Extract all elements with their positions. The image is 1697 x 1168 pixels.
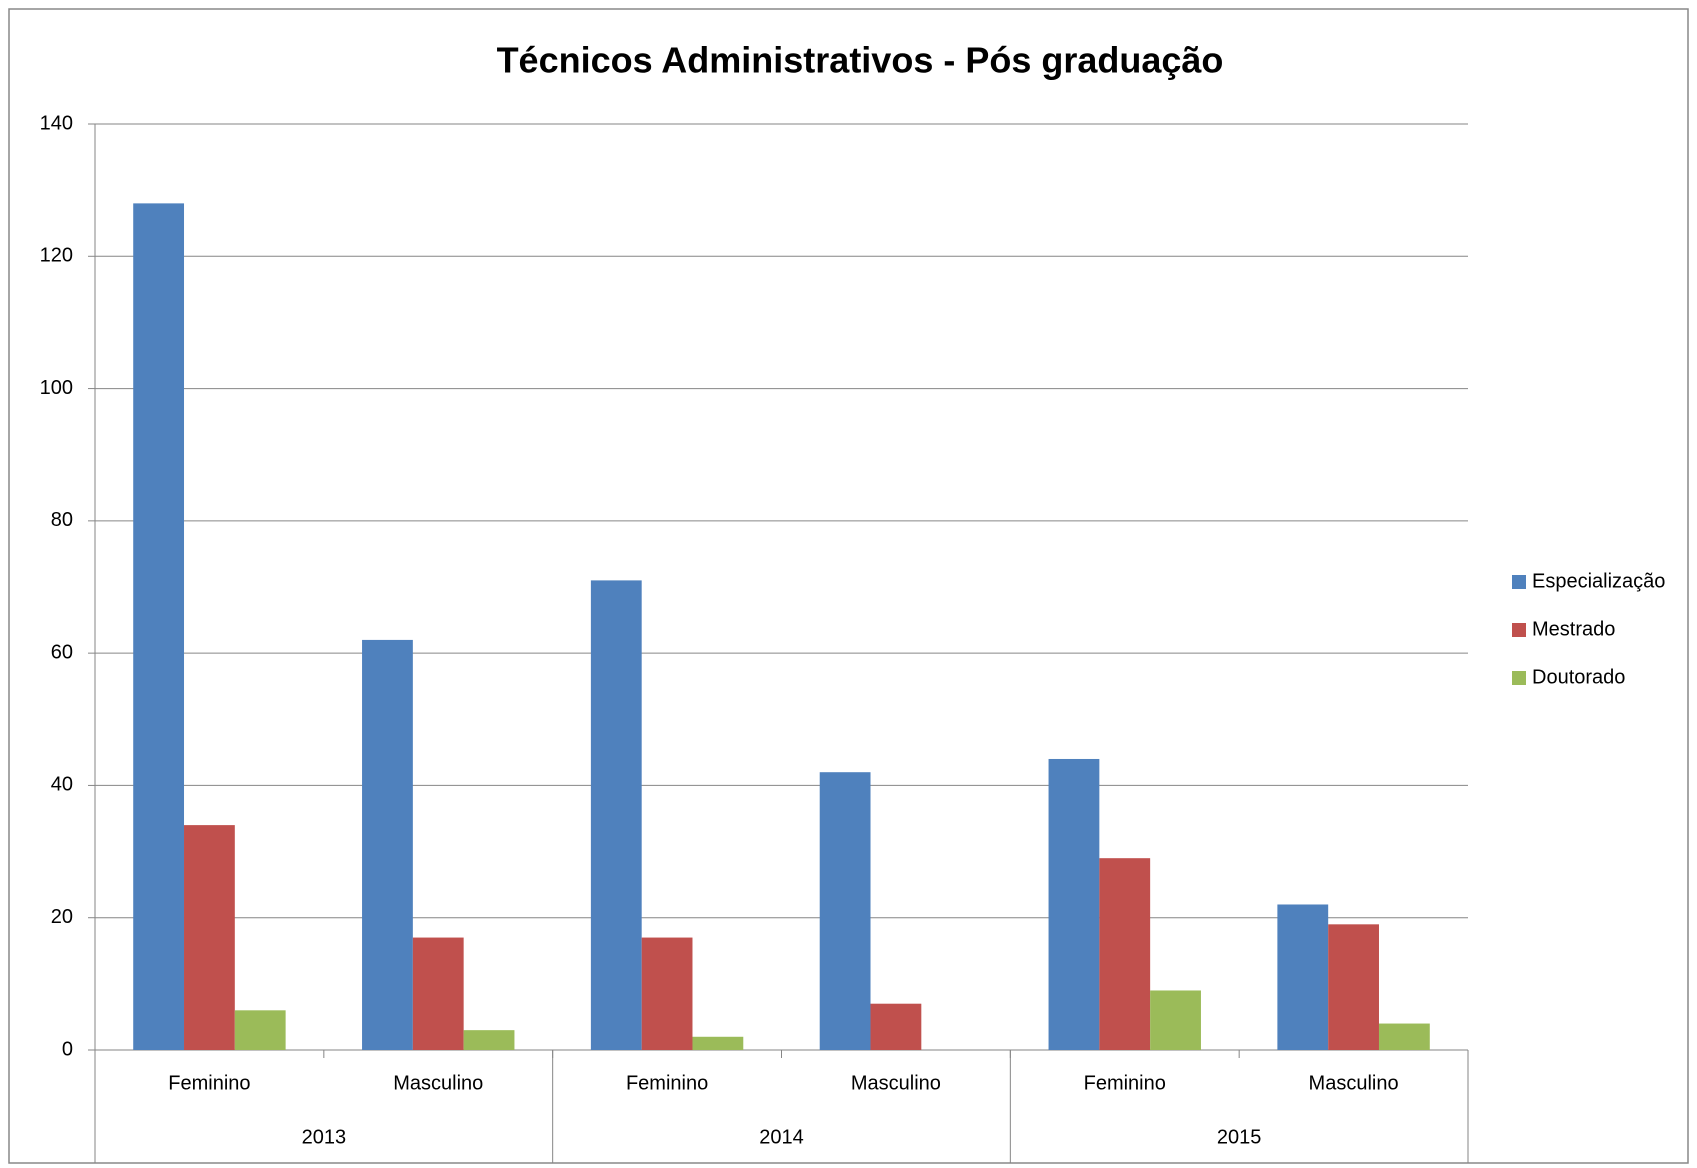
bar <box>1378 1023 1430 1050</box>
legend-swatch <box>1512 623 1526 637</box>
bar <box>1048 758 1100 1050</box>
bar <box>641 937 693 1050</box>
bar <box>133 203 185 1050</box>
x-tick-label: Masculino <box>1309 1072 1399 1094</box>
y-tick-label: 0 <box>62 1038 73 1060</box>
group-label: 2014 <box>759 1126 804 1148</box>
x-tick-label: Masculino <box>393 1072 483 1094</box>
y-tick-label: 80 <box>51 509 73 531</box>
x-tick-label: Feminino <box>168 1072 250 1094</box>
legend-label: Doutorado <box>1532 666 1625 688</box>
bar <box>1328 924 1379 1050</box>
bar <box>234 1010 286 1050</box>
legend-label: Especialização <box>1532 570 1665 592</box>
bar <box>819 772 871 1050</box>
legend-label: Mestrado <box>1532 618 1615 640</box>
bar <box>590 580 642 1050</box>
legend-swatch <box>1512 575 1526 589</box>
bar <box>463 1030 515 1050</box>
group-label: 2013 <box>302 1126 347 1148</box>
group-label: 2015 <box>1217 1126 1262 1148</box>
y-tick-label: 120 <box>40 245 73 267</box>
bar <box>362 639 413 1050</box>
x-tick-label: Feminino <box>626 1072 708 1094</box>
bar <box>1277 904 1329 1050</box>
y-tick-label: 20 <box>51 906 73 928</box>
bar <box>1099 858 1151 1050</box>
bar <box>870 1003 922 1050</box>
x-tick-label: Masculino <box>851 1072 941 1094</box>
y-tick-label: 140 <box>40 112 73 134</box>
x-tick-label: Feminino <box>1084 1072 1166 1094</box>
y-tick-label: 100 <box>40 377 73 399</box>
chart-title: Técnicos Administrativos - Pós graduação <box>497 40 1224 81</box>
y-tick-label: 60 <box>51 641 73 663</box>
legend-swatch <box>1512 671 1526 685</box>
bar <box>1150 990 1201 1050</box>
y-tick-label: 40 <box>51 774 73 796</box>
bar <box>184 825 235 1050</box>
bar <box>692 1036 744 1050</box>
bar <box>412 937 464 1050</box>
